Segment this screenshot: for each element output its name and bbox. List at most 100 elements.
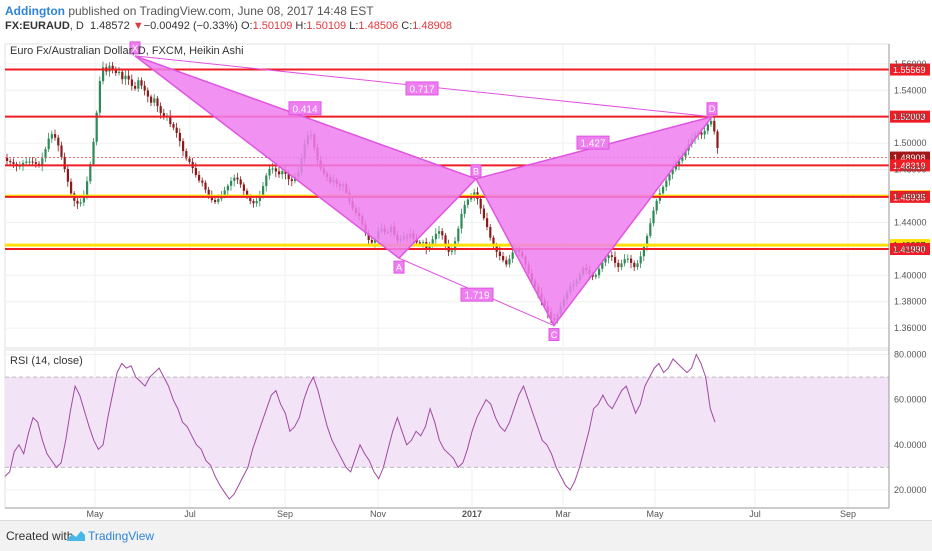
candle-body xyxy=(236,177,239,180)
rsi-band xyxy=(5,376,889,468)
price-tick-label: 1.50000 xyxy=(894,138,927,148)
candle-body xyxy=(50,134,53,139)
candle-body xyxy=(662,186,665,194)
candle-body xyxy=(441,231,444,236)
candle-body xyxy=(668,174,671,181)
level-tag xyxy=(890,243,930,256)
level-lines: 1.555691.520031.489081.483191.459861.459… xyxy=(5,63,930,256)
created-with-text: Created with xyxy=(6,529,74,543)
chart-area[interactable]: 1.555691.520031.489081.483191.459861.459… xyxy=(0,36,932,520)
candle-body xyxy=(31,161,34,163)
candle-body xyxy=(66,169,69,182)
candle-body xyxy=(428,244,431,249)
candle-body xyxy=(262,186,265,195)
level-tag xyxy=(890,159,930,172)
candle-body xyxy=(249,196,252,202)
candle-body xyxy=(684,150,687,157)
time-tick-label: Mar xyxy=(555,509,571,519)
candle-body xyxy=(700,132,703,135)
candle-body xyxy=(172,124,175,128)
candle-body xyxy=(703,130,706,135)
footer: Created with TradingView xyxy=(0,520,932,551)
candle-body xyxy=(274,168,277,172)
candle-body xyxy=(422,242,425,244)
candle-body xyxy=(185,151,188,159)
axes-group: 1.56000 1.54000 1.52000 1.50000 1.48000 1.460… xyxy=(5,44,927,519)
price-tick-label: 1.48000 xyxy=(894,165,927,175)
time-tick-label: May xyxy=(646,509,664,519)
price-tick-label: 1.54000 xyxy=(894,85,927,95)
candle-body xyxy=(463,204,466,214)
candle-body xyxy=(47,138,50,150)
candle-body xyxy=(498,251,501,257)
candle-body xyxy=(89,164,92,182)
candle-body xyxy=(508,258,511,265)
candle-body xyxy=(626,258,629,260)
tradingview-brand-link[interactable]: TradingView xyxy=(88,529,155,543)
candle-body xyxy=(633,262,636,268)
price-tick-label: 1.38000 xyxy=(894,297,927,307)
rsi-tick-label: 60.0000 xyxy=(894,395,927,405)
candle-body xyxy=(70,181,73,194)
candle-body xyxy=(6,157,9,162)
candle-body xyxy=(194,168,197,175)
main-chart-title: Euro Fx/Australian Dollar, D, FXCM, Heik… xyxy=(10,45,244,57)
time-tick-label: Jul xyxy=(749,509,761,519)
price-tick-label: 1.42000 xyxy=(894,244,927,254)
rsi-tick-label: 40.0000 xyxy=(894,440,927,450)
candle-body xyxy=(130,79,133,86)
rsi-line xyxy=(4,353,716,500)
candle-body xyxy=(153,98,156,103)
rsi-title: RSI (14, close) xyxy=(10,355,83,367)
open-label: O: xyxy=(240,20,253,32)
candle-body xyxy=(271,168,274,170)
candle-body xyxy=(223,190,226,195)
chart-header: Addington published on TradingView.com, … xyxy=(0,0,932,36)
price-tick-label: 1.52000 xyxy=(894,112,927,122)
candle-body xyxy=(54,134,57,138)
pattern-point-marker xyxy=(129,41,141,55)
level-tag xyxy=(890,110,930,123)
candle-body xyxy=(233,177,236,181)
candle-body xyxy=(716,131,719,148)
candle-body xyxy=(86,181,89,195)
ohlc-line: FX:EURAUD, D 1.48572 ▼−0.00492 (−0.33%) … xyxy=(5,20,453,32)
candle-body xyxy=(246,190,249,197)
candle-body xyxy=(162,113,165,116)
fib-ratio-box xyxy=(288,101,322,116)
candle-body xyxy=(114,69,117,74)
time-tick-label: 2017 xyxy=(462,509,482,519)
author-link[interactable]: Addington xyxy=(5,4,65,18)
tradingview-logo-icon xyxy=(67,531,85,541)
candle-body xyxy=(649,223,652,236)
candle-body xyxy=(287,173,290,180)
candle-body xyxy=(159,106,162,114)
candle-body xyxy=(124,75,127,80)
pattern-point-label: C xyxy=(551,330,558,340)
time-tick-label: Nov xyxy=(370,509,387,519)
level-tag-label: 1.45935 xyxy=(893,192,926,202)
candle-body xyxy=(242,184,245,191)
pattern-point-label: B xyxy=(473,166,479,176)
candle-body xyxy=(175,127,178,133)
interval-label: D xyxy=(75,20,84,32)
fib-ratio-box xyxy=(405,81,439,96)
candle-body xyxy=(217,198,220,203)
candle-body xyxy=(614,256,617,263)
high-label: H: xyxy=(295,20,307,32)
fib-ratio-box xyxy=(576,135,610,150)
price-tick-label: 1.46000 xyxy=(894,191,927,201)
candle-body xyxy=(710,120,713,125)
price-change: −0.00492 (−0.33%) xyxy=(143,20,238,32)
candle-body xyxy=(22,162,25,166)
candle-body xyxy=(121,71,124,80)
candle-body xyxy=(156,98,159,107)
level-tag xyxy=(890,63,930,76)
candle-body xyxy=(98,81,101,113)
candle-body xyxy=(290,179,293,181)
candle-body xyxy=(450,250,453,252)
candle-body xyxy=(137,80,140,89)
candle-body xyxy=(460,213,463,229)
candle-body xyxy=(258,194,261,202)
candle-body xyxy=(374,239,377,243)
